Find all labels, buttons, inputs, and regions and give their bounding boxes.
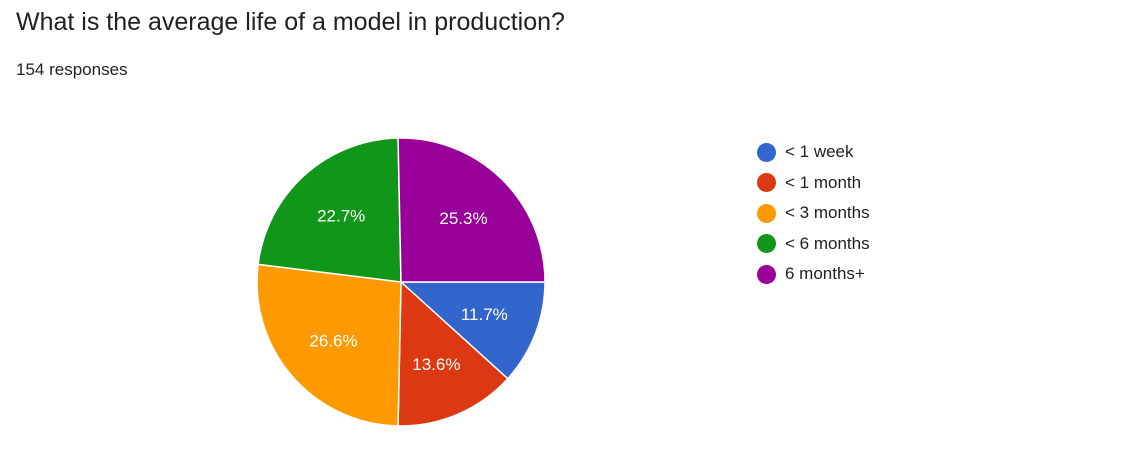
legend-item-3[interactable]: < 6 months	[757, 229, 870, 260]
pie-slice-0[interactable]	[399, 281, 546, 380]
slice-data-label-4: 25.3%	[439, 209, 487, 228]
legend-label: < 6 months	[785, 233, 870, 253]
legend-label: < 3 months	[785, 203, 870, 223]
pie-slice-4[interactable]	[397, 137, 546, 283]
legend-swatch-icon	[757, 264, 776, 284]
legend-label: < 1 month	[785, 172, 862, 192]
slice-data-label-3: 22.7%	[317, 207, 365, 226]
slice-data-label-0: 11.7%	[461, 305, 508, 324]
pie-slice-3[interactable]	[257, 137, 402, 283]
pie-slice-2[interactable]	[256, 263, 402, 427]
legend-swatch-icon	[757, 142, 776, 162]
slice-data-label-2: 26.6%	[309, 331, 357, 350]
legend-item-4[interactable]: 6 months+	[757, 259, 870, 290]
legend-item-0[interactable]: < 1 week	[757, 137, 870, 168]
legend-swatch-icon	[757, 173, 776, 193]
legend-item-2[interactable]: < 3 months	[757, 198, 870, 229]
response-count: 154 responses	[16, 60, 128, 79]
legend-item-1[interactable]: < 1 month	[757, 168, 870, 199]
chart-legend: < 1 week < 1 month < 3 months < 6 months 6 m…	[757, 137, 870, 290]
pie-slice-1[interactable]	[397, 280, 509, 427]
slice-data-label-1: 13.6%	[412, 355, 460, 374]
legend-label: < 1 week	[785, 142, 854, 162]
chart-title: What is the average life of a model in p…	[16, 8, 565, 36]
legend-label: 6 months+	[785, 264, 865, 284]
legend-swatch-icon	[757, 203, 776, 223]
legend-swatch-icon	[757, 234, 776, 254]
